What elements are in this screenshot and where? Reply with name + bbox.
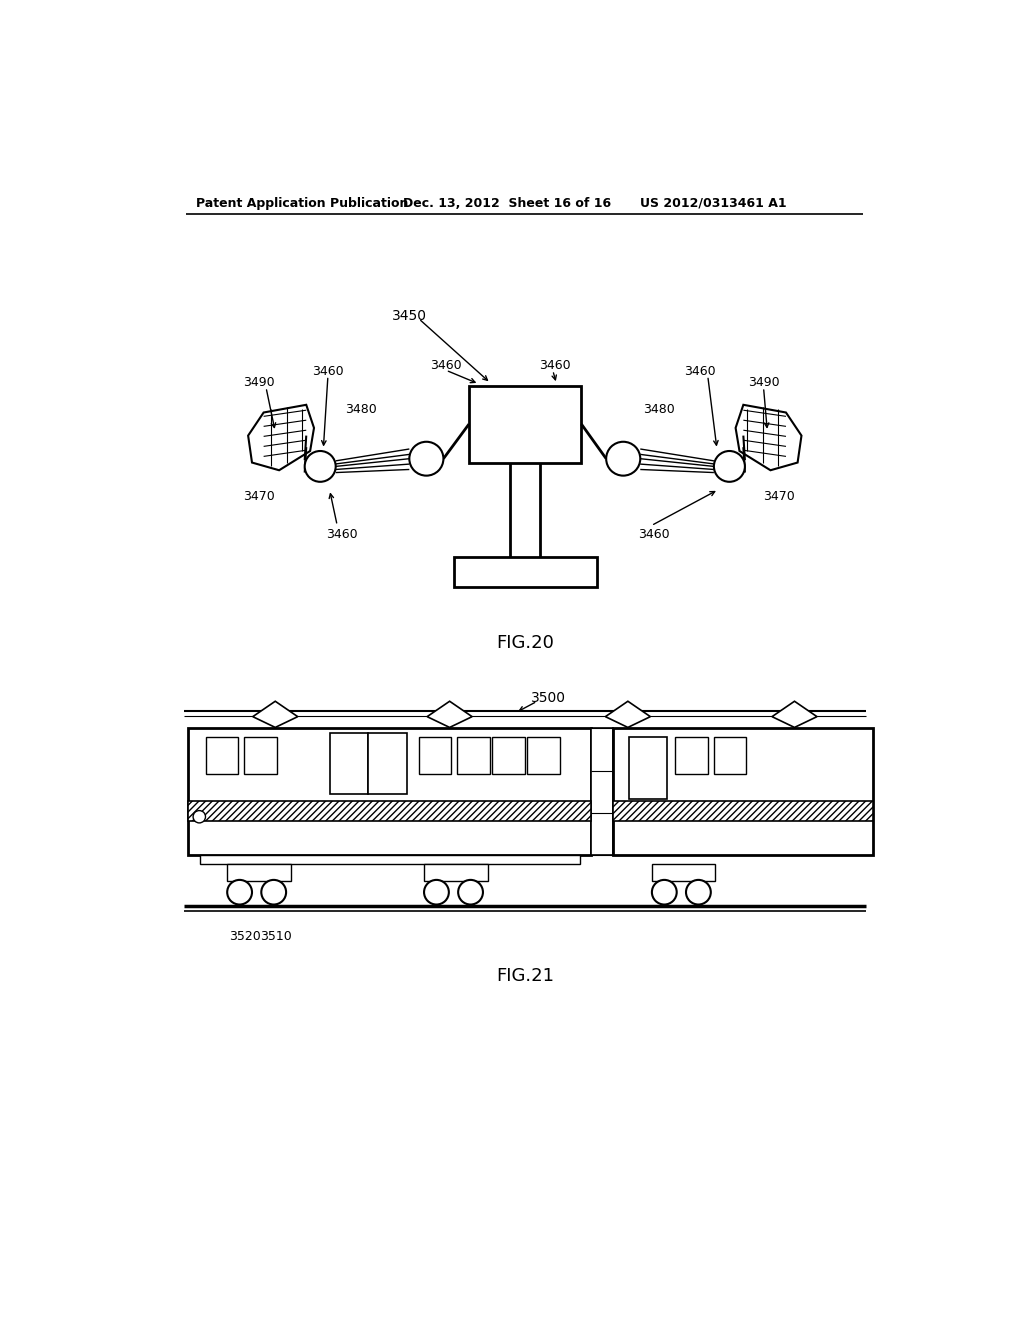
- Bar: [592, 729, 613, 855]
- Bar: [458, 738, 489, 775]
- Text: FIG.20: FIG.20: [496, 635, 554, 652]
- Text: 3460: 3460: [430, 359, 462, 372]
- Bar: [613, 801, 872, 821]
- Circle shape: [194, 810, 206, 822]
- Polygon shape: [605, 701, 650, 727]
- Bar: [454, 557, 597, 586]
- Text: 3460: 3460: [684, 364, 716, 378]
- Text: Dec. 13, 2012  Sheet 16 of 16: Dec. 13, 2012 Sheet 16 of 16: [403, 197, 611, 210]
- Polygon shape: [253, 701, 298, 727]
- Circle shape: [458, 880, 483, 904]
- Circle shape: [261, 880, 286, 904]
- Bar: [200, 855, 580, 865]
- Bar: [424, 865, 487, 882]
- Text: FIG.21: FIG.21: [496, 966, 554, 985]
- Polygon shape: [772, 701, 817, 727]
- Bar: [613, 729, 872, 855]
- Bar: [206, 738, 238, 775]
- Text: 3460: 3460: [312, 364, 344, 378]
- Bar: [188, 729, 592, 855]
- Circle shape: [227, 880, 252, 904]
- Text: 3480: 3480: [345, 404, 377, 416]
- Bar: [419, 738, 452, 775]
- Circle shape: [714, 451, 744, 482]
- Circle shape: [305, 451, 336, 482]
- Bar: [245, 738, 276, 775]
- Circle shape: [606, 442, 640, 475]
- Bar: [527, 738, 560, 775]
- Text: 3460: 3460: [326, 528, 357, 541]
- Text: 3480: 3480: [643, 404, 675, 416]
- Bar: [714, 738, 746, 775]
- Bar: [675, 738, 708, 775]
- Bar: [469, 385, 582, 462]
- Text: 3470: 3470: [764, 490, 796, 503]
- Text: 3450: 3450: [391, 309, 427, 322]
- Circle shape: [686, 880, 711, 904]
- Circle shape: [424, 880, 449, 904]
- Text: 3490: 3490: [748, 376, 779, 389]
- Text: 3500: 3500: [531, 692, 566, 705]
- Polygon shape: [248, 405, 314, 470]
- Text: 3510: 3510: [260, 929, 292, 942]
- Bar: [652, 865, 716, 882]
- Text: 3520: 3520: [228, 929, 260, 942]
- Circle shape: [410, 442, 443, 475]
- Text: US 2012/0313461 A1: US 2012/0313461 A1: [640, 197, 786, 210]
- Text: 3460: 3460: [638, 528, 670, 541]
- Polygon shape: [427, 701, 472, 727]
- Bar: [330, 733, 369, 795]
- Text: Patent Application Publication: Patent Application Publication: [197, 197, 409, 210]
- Text: 3490: 3490: [243, 376, 274, 389]
- Circle shape: [652, 880, 677, 904]
- Bar: [629, 738, 668, 799]
- Bar: [369, 733, 407, 795]
- Bar: [493, 738, 524, 775]
- Bar: [188, 801, 592, 821]
- Bar: [227, 865, 291, 882]
- Text: 3470: 3470: [243, 490, 274, 503]
- Text: 3460: 3460: [539, 359, 570, 372]
- Polygon shape: [735, 405, 802, 470]
